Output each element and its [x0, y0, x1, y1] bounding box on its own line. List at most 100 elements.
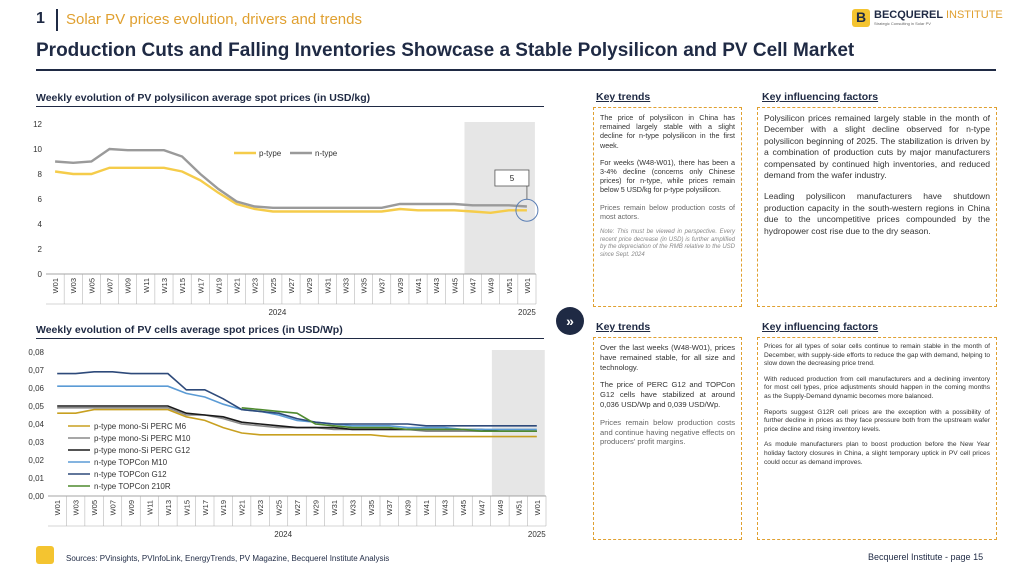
panel2-factor-1: Prices for all types of solar cells cont… [764, 343, 990, 368]
legend-label: p-type [259, 149, 282, 158]
legend-label: n-type TOPCon M10 [94, 458, 168, 467]
legend-label: n-type TOPCon 210R [94, 482, 171, 491]
y-tick-label: 0,08 [28, 348, 44, 357]
x-tick-label: W01 [53, 500, 62, 515]
annotation-box [494, 169, 530, 187]
x-tick-label: W17 [201, 500, 210, 515]
chart1-heading-text: Weekly evolution of PV polysilicon avera… [36, 92, 371, 104]
panel1-factor-1: Polysilicon prices remained largely stab… [764, 113, 990, 181]
series-line-n-type-topcon-g12 [57, 371, 537, 427]
x-tick-label: W05 [87, 278, 96, 293]
panel2-trends-title: Key trends [596, 321, 651, 333]
footer-logo-icon [36, 546, 54, 564]
x-tick-label: W19 [214, 278, 223, 293]
x-tick-label: W43 [432, 278, 441, 293]
x-tick-label: W01 [51, 278, 60, 293]
chevron-double-right-icon: » [556, 307, 584, 335]
y-tick-label: 0,06 [28, 384, 44, 393]
y-tick-label: 0,00 [28, 492, 44, 501]
x-tick-label: W11 [142, 278, 151, 293]
x-tick-label: W49 [487, 278, 496, 293]
becquerel-logo: BECQUEREL INSTITUTE Strategic Consulting… [852, 9, 1003, 27]
panel1-factors-box: Polysilicon prices remained largely stab… [757, 107, 997, 307]
panel2-factor-2: With reduced production from cell manufa… [764, 375, 990, 400]
x-tick-label: W29 [305, 278, 314, 293]
panel2-trend-2: The price of PERC G12 and TOPCon G12 cel… [600, 380, 735, 409]
x-tick-label: W51 [505, 278, 514, 293]
y-tick-label: 0,03 [28, 438, 44, 447]
x-tick-label: W17 [196, 278, 205, 293]
panel1-trends-title: Key trends [596, 91, 651, 103]
x-tick-label: W25 [269, 278, 278, 293]
panel1-trend-1: The price of polysilicon in China has re… [600, 113, 735, 150]
x-tick-label: W45 [459, 500, 468, 515]
x-tick-label: W41 [414, 278, 423, 293]
y-tick-label: 4 [38, 220, 43, 229]
x-tick-label: W09 [124, 278, 133, 293]
highlight-band [464, 122, 535, 274]
x-tick-label: W13 [164, 500, 173, 515]
x-tick-label: W31 [330, 500, 339, 515]
x-tick-label: W43 [441, 500, 450, 515]
panel1-factor-2: Leading polysilicon manufacturers have s… [764, 191, 990, 236]
x-tick-label: W19 [219, 500, 228, 515]
y-tick-label: 0,07 [28, 366, 44, 375]
annotation-text: 5 [510, 174, 515, 183]
x-tick-label: W11 [145, 500, 154, 515]
x-tick-label: W15 [178, 278, 187, 293]
page-title: Production Cuts and Falling Inventories … [36, 40, 855, 61]
x-tick-label: W51 [514, 500, 523, 515]
x-tick-label: W09 [127, 500, 136, 515]
page-number: Becquerel Institute - page 15 [868, 552, 984, 562]
x-tick-label: W21 [238, 500, 247, 515]
x-year-label: 2024 [268, 308, 286, 317]
header-divider [56, 9, 58, 31]
x-tick-label: W05 [90, 500, 99, 515]
logo-mark-icon [852, 9, 870, 27]
x-tick-label: W27 [287, 278, 296, 293]
x-tick-label: W23 [256, 500, 265, 515]
series-line-p-type [54, 166, 527, 215]
x-tick-label: W37 [378, 278, 387, 293]
chart1-rule [36, 106, 544, 107]
panel1-trends-box: The price of polysilicon in China has re… [593, 107, 742, 307]
chart2-heading-text: Weekly evolution of PV cells average spo… [36, 324, 343, 336]
panel1-trend-2: For weeks (W48-W01), there has been a 3-… [600, 157, 735, 195]
panel1-trend-3: Prices remain below production costs of … [600, 202, 735, 221]
x-tick-label: W37 [385, 500, 394, 515]
x-tick-label: W45 [450, 278, 459, 293]
legend-label: p-type mono-Si PERC G12 [94, 446, 191, 455]
x-tick-label: W33 [348, 500, 357, 515]
logo-name2: INSTITUTE [945, 9, 1003, 21]
chart2-heading: Weekly evolution of PV cells average spo… [36, 324, 343, 336]
y-tick-label: 0 [38, 270, 43, 279]
x-tick-label: W29 [311, 500, 320, 515]
panel1-note: Note: This must be viewed in perspective… [600, 229, 735, 258]
x-year-label: 2024 [274, 530, 292, 539]
x-tick-label: W21 [233, 278, 242, 293]
x-tick-label: W07 [109, 500, 118, 515]
x-tick-label: W23 [251, 278, 260, 293]
legend-label: p-type mono-Si PERC M6 [94, 422, 187, 431]
x-tick-label: W07 [106, 278, 115, 293]
y-tick-label: 2 [38, 245, 43, 254]
x-tick-label: W41 [422, 500, 431, 515]
series-line-n-type [55, 147, 527, 209]
y-tick-label: 8 [38, 170, 43, 179]
title-rule [36, 69, 996, 71]
y-tick-label: 6 [38, 195, 43, 204]
x-tick-label: W39 [396, 278, 405, 293]
panel2-factor-4: As module manufacturers plan to boost pr… [764, 441, 990, 466]
logo-tagline: Strategic Consulting in Solar PV [874, 21, 931, 26]
x-year-label: 2025 [528, 530, 546, 539]
legend-label: n-type [315, 149, 338, 158]
y-tick-label: 0,02 [28, 456, 44, 465]
chart2-rule [36, 338, 544, 339]
cells-chart: 0,00 0,01 0,02 0,03 0,04 0,05 0,06 0,07 0,08 W01 W… [28, 348, 547, 539]
logo-name: BECQUEREL [874, 9, 943, 21]
y-tick-label: 0,05 [28, 402, 44, 411]
sources: Sources: PVinsights, PVInfoLink, EnergyT… [66, 554, 390, 563]
x-tick-label: W39 [404, 500, 413, 515]
y-tick-label: 0,01 [28, 474, 44, 483]
x-tick-label: W49 [496, 500, 505, 515]
